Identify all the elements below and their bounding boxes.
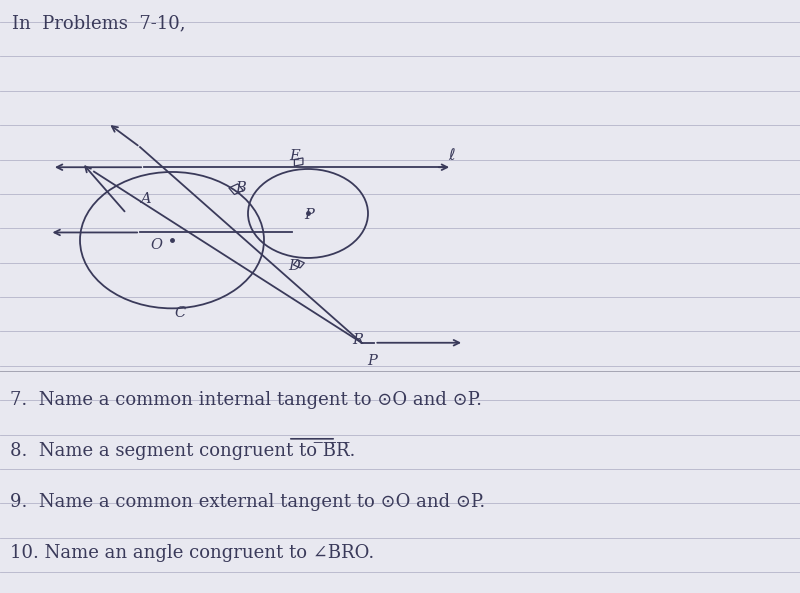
Text: 10. Name an angle congruent to ∠BRO.: 10. Name an angle congruent to ∠BRO. [10, 544, 374, 562]
Text: 9.  Name a common external tangent to ⊙O and ⊙P.: 9. Name a common external tangent to ⊙O … [10, 493, 485, 511]
Text: B: B [235, 180, 246, 195]
Text: P: P [305, 208, 314, 222]
Text: A: A [140, 192, 151, 206]
Text: D: D [288, 259, 299, 273]
Text: In  Problems  7-10,: In Problems 7-10, [12, 15, 186, 33]
Text: C: C [174, 305, 186, 320]
Text: E: E [289, 149, 300, 163]
Text: 8.  Name a segment congruent to ̅B̅R̅.: 8. Name a segment congruent to ̅B̅R̅. [10, 442, 355, 460]
Text: $\ell$: $\ell$ [448, 147, 456, 163]
Text: R: R [352, 333, 363, 347]
Text: P: P [367, 353, 377, 368]
Text: 7.  Name a common internal tangent to ⊙O and ⊙P.: 7. Name a common internal tangent to ⊙O … [10, 391, 482, 409]
Text: O: O [150, 238, 162, 252]
